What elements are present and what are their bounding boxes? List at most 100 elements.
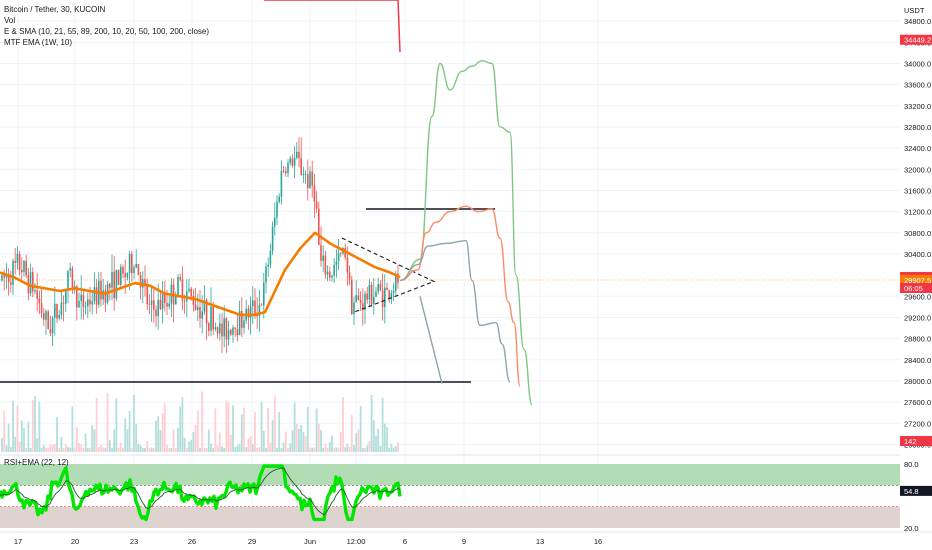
candle-body bbox=[128, 253, 131, 274]
candle-body bbox=[366, 293, 368, 300]
currency-label: USDT bbox=[904, 6, 925, 15]
candle-body bbox=[331, 275, 333, 278]
volume-bar bbox=[163, 403, 166, 452]
candle-body bbox=[144, 279, 146, 285]
candle-body bbox=[45, 311, 47, 320]
candle-body bbox=[18, 253, 21, 270]
candle-body bbox=[84, 306, 87, 307]
volume-bar bbox=[282, 442, 285, 452]
candle-body bbox=[351, 279, 353, 315]
candle-body bbox=[223, 318, 225, 337]
candle-body bbox=[73, 286, 76, 288]
volume-bar bbox=[172, 429, 175, 452]
candle-body bbox=[133, 267, 135, 274]
candle-body bbox=[216, 327, 219, 334]
candle-body bbox=[304, 174, 307, 176]
candle-body bbox=[324, 255, 327, 275]
volume-bar bbox=[368, 440, 371, 452]
candle-body bbox=[56, 303, 58, 319]
candle-body bbox=[205, 300, 208, 324]
price-tick-label: 33600.0 bbox=[904, 81, 931, 90]
rsi-value-label: 54.8 bbox=[904, 487, 919, 496]
candle-body bbox=[78, 300, 80, 308]
volume-bar bbox=[102, 447, 105, 452]
candle-body bbox=[335, 261, 338, 265]
volume-bar bbox=[183, 437, 186, 452]
volume-bar bbox=[370, 394, 373, 452]
price-tag bbox=[900, 436, 932, 446]
volume-bar bbox=[16, 405, 19, 452]
time-tick-label: 20 bbox=[71, 537, 79, 546]
candle-body bbox=[12, 260, 14, 285]
volume-bar bbox=[243, 407, 245, 452]
volume-bar bbox=[82, 447, 85, 452]
volume-bar bbox=[155, 420, 157, 452]
volume-bar bbox=[67, 446, 69, 452]
volume-bar bbox=[335, 447, 338, 452]
volume-bar bbox=[300, 424, 303, 452]
volume-bar bbox=[40, 447, 43, 452]
volume-bar bbox=[115, 398, 118, 452]
candle-body bbox=[232, 327, 234, 335]
rsi-legend[interactable]: RSI+EMA (22, 12) bbox=[4, 458, 69, 467]
symbol-title[interactable]: Bitcoin / Tether, 30, KUCOIN bbox=[4, 5, 106, 14]
candle-body bbox=[219, 323, 221, 334]
candle-body bbox=[175, 294, 177, 305]
volume-bar bbox=[221, 446, 223, 452]
candle-body bbox=[320, 245, 322, 261]
price-axis[interactable]: USDT34800.034400.034000.033600.033200.03… bbox=[900, 0, 932, 550]
candle-body bbox=[38, 298, 41, 304]
candle-body bbox=[274, 217, 276, 227]
projection-green bbox=[399, 60, 533, 406]
volume-bar bbox=[284, 431, 287, 452]
candle-body bbox=[69, 268, 71, 271]
candle-body bbox=[80, 294, 82, 301]
candle-body bbox=[236, 329, 239, 336]
volume-bar bbox=[201, 391, 204, 452]
candle-body bbox=[287, 162, 289, 174]
rsi-oversold-band bbox=[0, 506, 900, 528]
candle-body bbox=[117, 270, 120, 285]
volume-bar bbox=[254, 412, 256, 452]
volume-bar bbox=[262, 430, 265, 452]
volume-bar bbox=[150, 447, 153, 452]
volume-bar bbox=[357, 429, 360, 452]
indicator-mtf-ema[interactable]: MTF EMA (1W, 10) bbox=[4, 38, 73, 47]
candle-body bbox=[71, 268, 74, 288]
candle-body bbox=[271, 226, 274, 251]
volume-bar bbox=[212, 447, 215, 452]
indicator-ema-sma[interactable]: E & SMA (10, 21, 55, 89, 200, 10, 20, 50… bbox=[4, 27, 210, 36]
volume-bar bbox=[56, 417, 58, 452]
candle-body bbox=[373, 296, 375, 305]
volume-bar bbox=[207, 429, 210, 452]
candle-body bbox=[291, 158, 294, 166]
volume-bar bbox=[179, 406, 182, 452]
candle-body bbox=[166, 303, 168, 307]
candle-body bbox=[159, 299, 162, 310]
candle-body bbox=[34, 290, 36, 292]
volume-bar bbox=[251, 444, 254, 452]
candle-body bbox=[315, 201, 318, 209]
candle-body bbox=[260, 304, 263, 306]
volume-bar bbox=[91, 425, 94, 452]
candle-body bbox=[359, 299, 362, 304]
volume-bar bbox=[53, 444, 56, 452]
volume-bar bbox=[313, 447, 316, 452]
candle-body bbox=[60, 302, 63, 316]
candle-body bbox=[76, 286, 78, 308]
volume-bar bbox=[381, 397, 384, 452]
price-tag bbox=[900, 283, 932, 294]
indicator-vol[interactable]: Vol bbox=[4, 16, 16, 25]
volume-bar bbox=[34, 396, 36, 452]
volume-bar bbox=[95, 398, 98, 452]
time-axis[interactable]: 17 20 23 26 29 Jun 12:00 6 9 13 16 bbox=[0, 531, 932, 546]
volume-bar bbox=[148, 447, 151, 452]
candle-body bbox=[212, 306, 214, 330]
volume-bar bbox=[302, 432, 305, 452]
volume-bar bbox=[119, 442, 122, 452]
candle-body bbox=[322, 255, 324, 261]
volume-bar bbox=[78, 443, 80, 452]
volume-bar bbox=[113, 429, 116, 452]
volume-bar bbox=[177, 428, 179, 452]
